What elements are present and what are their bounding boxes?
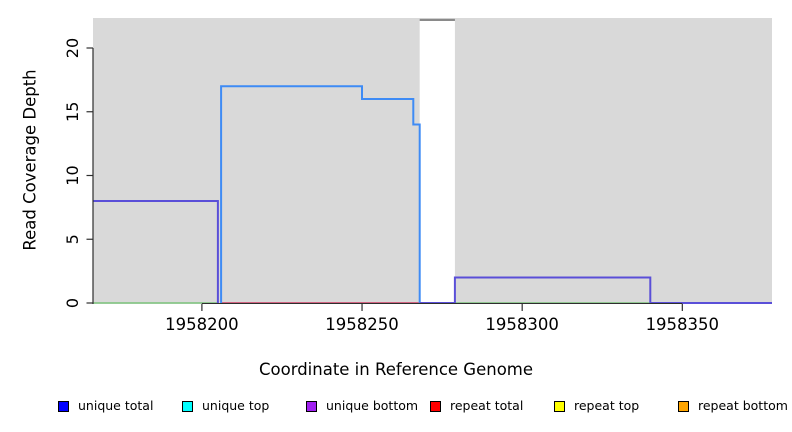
legend-label: repeat top	[574, 397, 640, 413]
x-tick-label: 1958350	[646, 315, 720, 334]
legend-swatch-unique-bottom	[306, 400, 317, 412]
x-tick-label: 1958300	[485, 315, 559, 334]
legend-swatch-repeat-total	[430, 400, 441, 412]
legend-label: repeat total	[450, 397, 524, 413]
legend-item-unique-top: unique top	[182, 397, 269, 415]
coverage-gap-band	[419, 21, 455, 303]
legend-swatch-unique-top	[182, 400, 193, 412]
x-axis-title: Coordinate in Reference Genome	[258, 360, 534, 379]
x-tick-label: 1958200	[165, 315, 239, 334]
y-tick-label: 10	[63, 165, 82, 185]
y-tick-label: 15	[63, 102, 82, 122]
legend-label: unique top	[202, 397, 270, 413]
y-tick-label: 5	[63, 234, 82, 244]
legend-item-repeat-top: repeat top	[554, 397, 639, 415]
legend-label: unique bottom	[326, 397, 419, 413]
series-line-4	[93, 200, 219, 303]
legend-swatch-repeat-bottom	[678, 400, 689, 412]
legend-swatch-unique-total	[58, 400, 69, 412]
legend-label: unique total	[78, 397, 154, 413]
legend-label: repeat bottom	[698, 397, 788, 413]
legend-item-unique-total: unique total	[58, 397, 153, 415]
legend-item-unique-bottom: unique bottom	[306, 397, 418, 415]
legend-item-repeat-bottom: repeat bottom	[678, 397, 788, 415]
y-tick-label: 0	[63, 298, 82, 308]
y-axis-title: Read Coverage Depth	[20, 69, 40, 251]
legend-swatch-repeat-top	[554, 400, 565, 412]
y-tick-label: 20	[63, 38, 82, 58]
legend-item-repeat-total: repeat total	[430, 397, 523, 415]
x-tick-label: 1958250	[325, 315, 399, 334]
series-line-3	[220, 85, 421, 303]
